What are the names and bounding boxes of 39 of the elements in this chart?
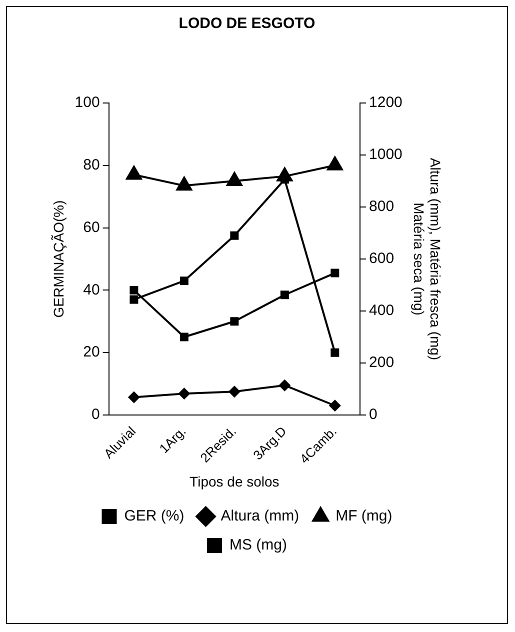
y2-tick-label: 600 xyxy=(369,250,394,268)
point xyxy=(180,332,188,342)
y-tick-label: 100 xyxy=(74,94,100,112)
y-tick-label: 60 xyxy=(83,218,100,236)
y-axis-title: GERMINAÇÃO(%) xyxy=(50,200,66,318)
point xyxy=(326,155,344,170)
y-tick-label: 0 xyxy=(91,406,100,424)
point xyxy=(230,231,239,240)
legend-label: MS (mg) xyxy=(230,536,287,554)
point xyxy=(330,268,340,278)
chart-title: LODO DE ESGOTO xyxy=(178,15,316,32)
point xyxy=(130,295,138,304)
y2-tick-label: 200 xyxy=(369,354,394,372)
point xyxy=(128,391,140,404)
y2-tick-label: 800 xyxy=(369,198,394,216)
point xyxy=(330,348,340,357)
point xyxy=(176,176,193,191)
y2-tick-label: 1000 xyxy=(369,146,402,164)
legend-label: Altura (mm) xyxy=(220,508,300,525)
y2-tick-label: 0 xyxy=(369,406,378,424)
point xyxy=(228,386,240,398)
point xyxy=(280,290,289,300)
legend-label: MF (mg) xyxy=(336,508,392,525)
legend-label: GER (%) xyxy=(124,508,184,525)
point xyxy=(180,276,188,286)
x-axis-title: Tipos de solos xyxy=(190,473,280,490)
y2-axis-title: Altura (mm), Matéria fresca (mg) Matéria seca (mg) xyxy=(410,158,444,360)
y-tick-label: 80 xyxy=(83,156,100,174)
y-tick-label: 40 xyxy=(83,281,100,298)
point xyxy=(226,170,244,186)
point xyxy=(178,388,190,400)
point xyxy=(130,286,138,294)
y2-tick-label: 400 xyxy=(369,302,394,320)
point xyxy=(230,317,239,326)
y2-tick-label: 1200 xyxy=(369,94,402,112)
point xyxy=(328,400,341,412)
point xyxy=(278,379,291,392)
point xyxy=(125,164,143,180)
y-tick-label: 20 xyxy=(83,344,100,361)
